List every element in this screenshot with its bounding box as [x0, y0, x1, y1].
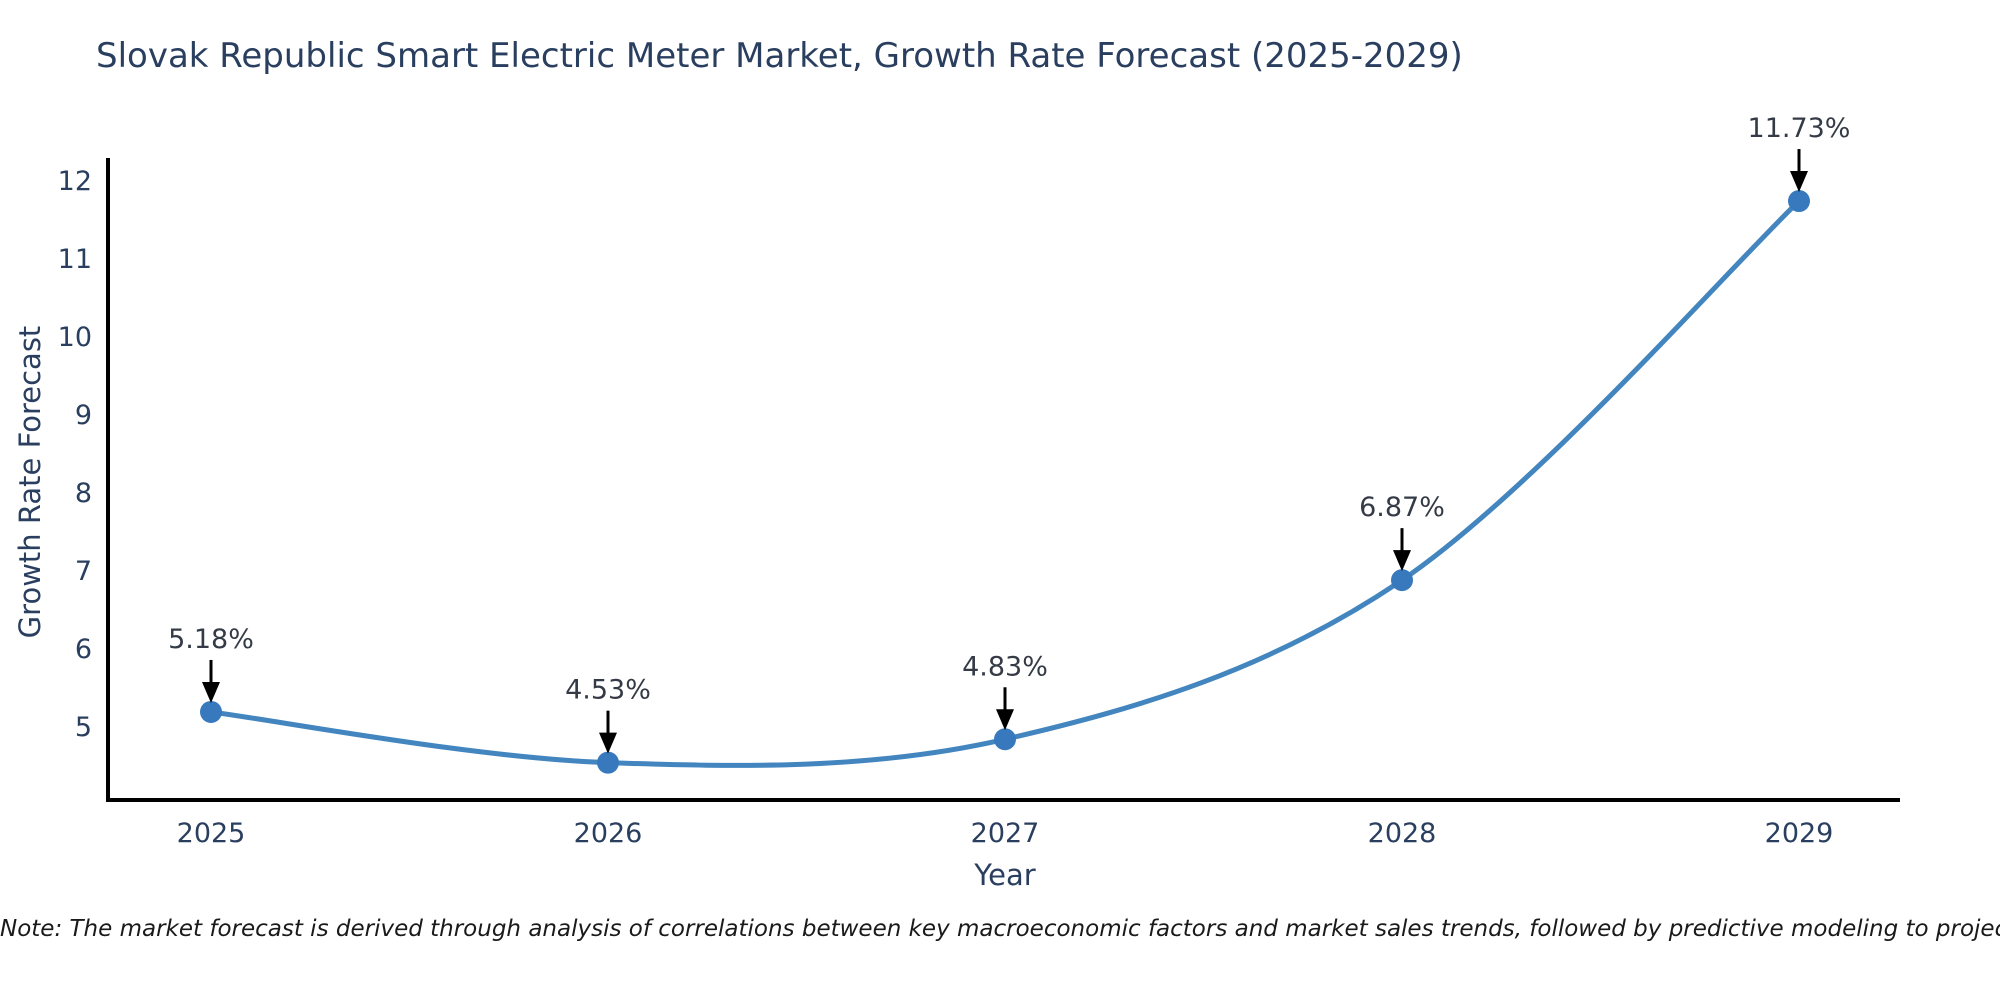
data-point-label: 11.73% — [1748, 113, 1851, 144]
x-tick-label: 2025 — [177, 818, 246, 849]
footnote: Note: The market forecast is derived thr… — [0, 916, 2000, 942]
data-point-marker — [994, 728, 1016, 751]
data-point-label: 4.83% — [962, 651, 1048, 682]
data-point-marker — [1788, 190, 1810, 213]
annotation-arrowhead — [1790, 171, 1808, 193]
data-point-label: 5.18% — [168, 624, 254, 655]
y-tick-label: 8 — [75, 478, 92, 509]
data-point-label: 4.53% — [565, 675, 651, 706]
y-tick-label: 12 — [58, 166, 92, 197]
y-tick-label: 10 — [58, 322, 92, 353]
annotation-arrowhead — [996, 709, 1014, 731]
annotation-arrowhead — [1393, 550, 1411, 572]
y-tick-label: 6 — [75, 634, 92, 665]
annotation-arrowhead — [599, 732, 617, 754]
y-tick-label: 9 — [75, 400, 92, 431]
x-axis-title: Year — [974, 858, 1036, 892]
annotation-arrowhead — [202, 681, 220, 703]
data-point-marker — [1391, 569, 1413, 592]
data-point-marker — [200, 700, 222, 723]
y-tick-label: 11 — [58, 244, 92, 275]
y-tick-label: 5 — [75, 712, 92, 743]
y-tick-label: 7 — [75, 556, 92, 587]
x-tick-label: 2027 — [971, 818, 1040, 849]
data-point-marker — [597, 751, 619, 774]
chart-title: Slovak Republic Smart Electric Meter Mar… — [96, 36, 1463, 76]
x-tick-label: 2029 — [1765, 818, 1834, 849]
data-point-label: 6.87% — [1359, 492, 1445, 523]
x-tick-label: 2026 — [574, 818, 643, 849]
x-tick-label: 2028 — [1368, 818, 1437, 849]
